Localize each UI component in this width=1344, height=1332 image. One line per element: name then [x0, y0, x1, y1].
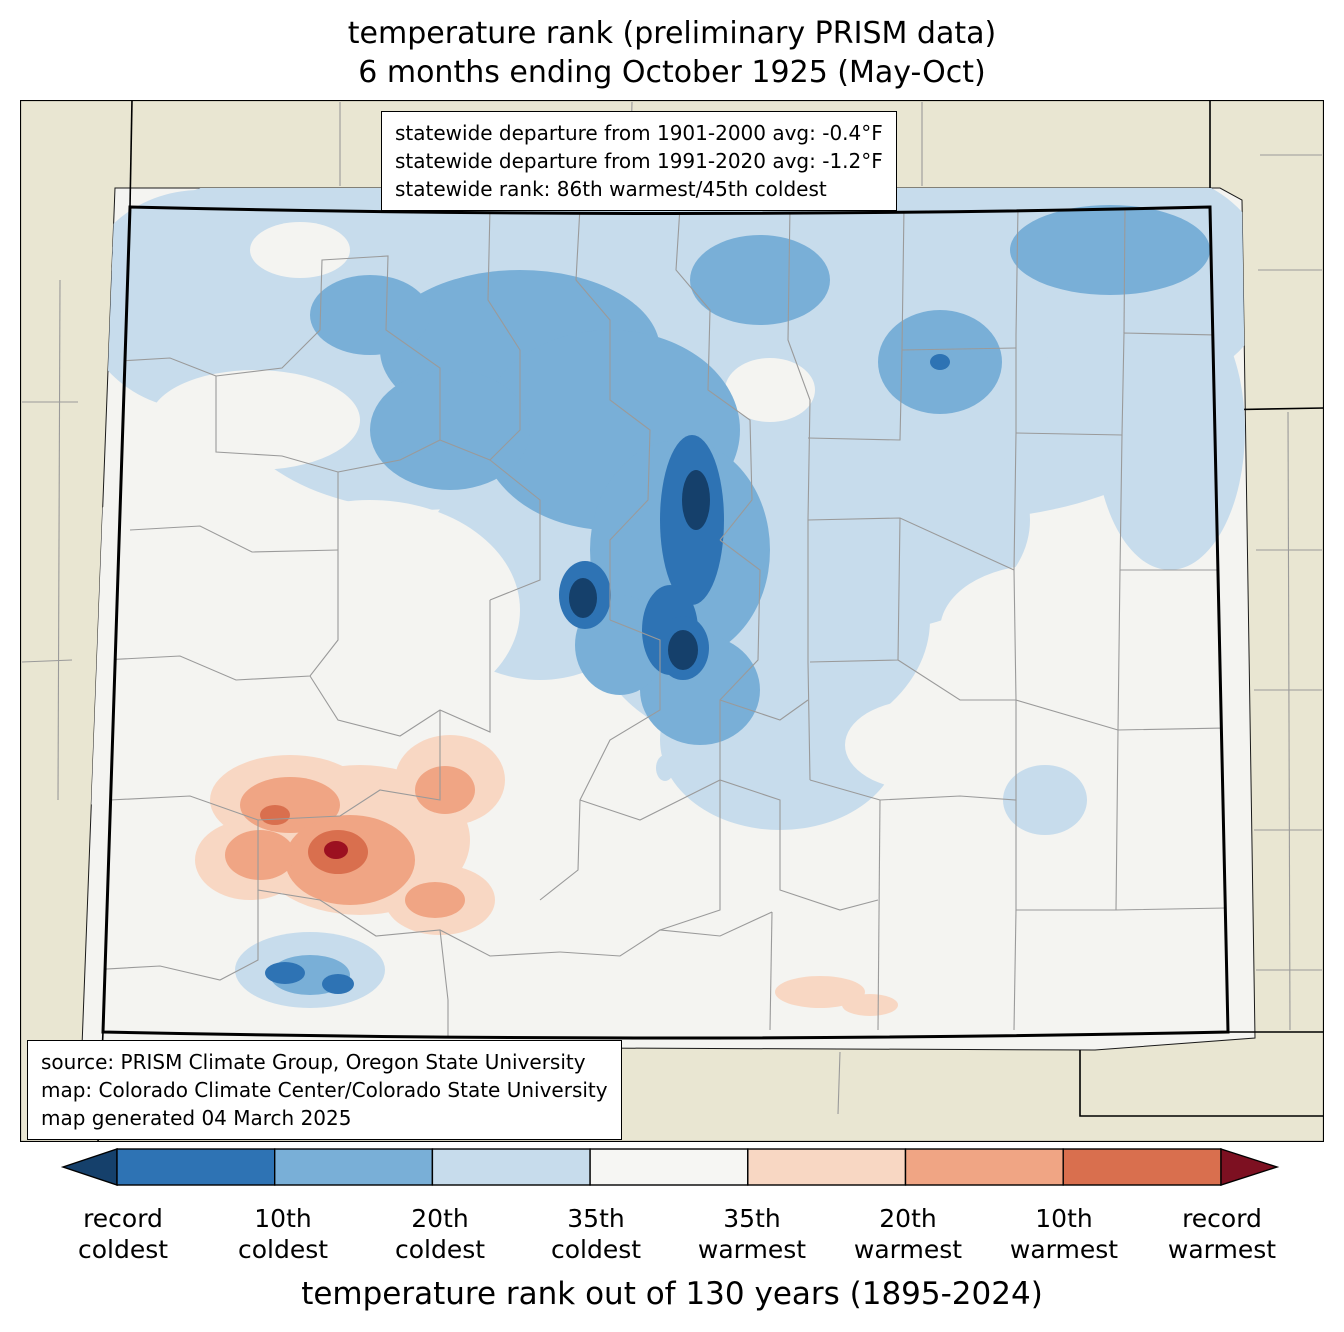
page-title: temperature rank (preliminary PRISM data… — [0, 14, 1344, 92]
colorbar-segment — [589, 1148, 749, 1186]
stats-line-rank: statewide rank: 86th warmest/45th coldes… — [395, 177, 827, 201]
colorbar-segment — [747, 1148, 907, 1186]
legend-label-record-coldest: record coldest — [77, 1204, 169, 1264]
legend-label-35th-coldest: 35th coldest — [550, 1204, 642, 1264]
legend-label-35th-warmest: 35th warmest — [697, 1204, 807, 1264]
stats-line-departure-1991: statewide departure from 1991-2020 avg: … — [395, 149, 883, 173]
colorbar-axis-label: temperature rank out of 130 years (1895-… — [301, 1276, 1043, 1312]
credits-box: source: PRISM Climate Group, Oregon Stat… — [27, 1040, 622, 1140]
colorbar-segment — [1062, 1148, 1222, 1186]
colorbar-labels: record coldest 10th coldest 20th coldest… — [0, 1203, 1344, 1273]
legend-label-20th-coldest: 20th coldest — [394, 1204, 486, 1264]
legend-label-20th-warmest: 20th warmest — [853, 1204, 963, 1264]
rank-colorbar — [60, 1148, 1280, 1186]
page-title-line1: temperature rank (preliminary PRISM data… — [347, 16, 997, 51]
legend-label-10th-warmest: 10th warmest — [1009, 1204, 1119, 1264]
credits-source: source: PRISM Climate Group, Oregon Stat… — [41, 1050, 586, 1074]
colorado-border — [101, 205, 1230, 1040]
colorbar-arrow-record-coldest — [60, 1148, 118, 1186]
page-title-line2: 6 months ending October 1925 (May-Oct) — [358, 55, 986, 90]
stats-line-departure-1901: statewide departure from 1901-2000 avg: … — [395, 121, 883, 145]
county-lines — [103, 207, 1227, 1038]
colorbar-segment — [274, 1148, 434, 1186]
credits-map: map: Colorado Climate Center/Colorado St… — [41, 1078, 608, 1102]
colorbar-arrow-record-warmest — [1220, 1148, 1280, 1186]
colorado-rank-map — [20, 100, 1324, 1142]
colorbar-segment — [116, 1148, 276, 1186]
legend-label-10th-coldest: 10th coldest — [237, 1204, 329, 1264]
record-warm-spot — [324, 841, 348, 859]
statewide-stats-box: statewide departure from 1901-2000 avg: … — [381, 111, 897, 211]
record-cold-spots — [569, 470, 710, 670]
colorbar-segment — [431, 1148, 591, 1186]
legend-label-record-warmest: record warmest — [1167, 1204, 1277, 1264]
colorbar-segment — [904, 1148, 1064, 1186]
credits-generated: map generated 04 March 2025 — [41, 1106, 352, 1130]
